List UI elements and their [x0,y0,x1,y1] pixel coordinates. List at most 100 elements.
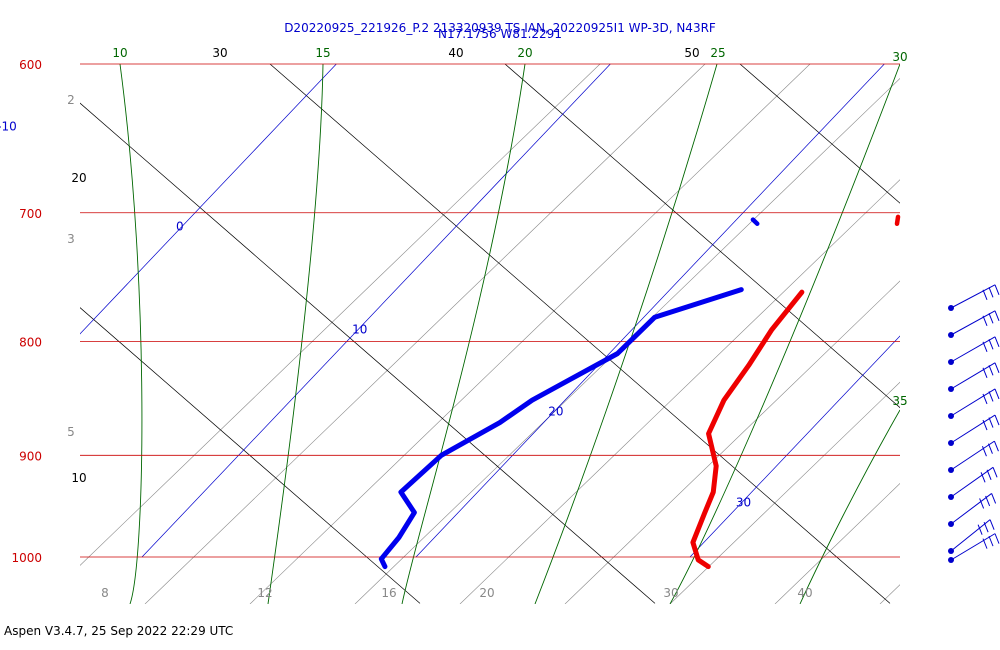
mixing-ratio-line [144,64,706,604]
dry-adiabat-line [80,307,421,604]
wind-barb-shaft [950,519,991,552]
isotherm-line [415,64,885,558]
wind-barb-feather [982,315,988,326]
mixing-ratio-label: 3 [67,232,75,246]
wind-barb-feather [982,289,988,300]
mixing-ratio-line [564,280,900,604]
mixing-ratio-label: 12 [257,586,272,600]
isotherm-line [689,335,900,558]
moist-adiabat-label: 35 [892,394,907,408]
mixing-ratio-line [879,584,900,604]
wind-barb-feather [980,472,986,483]
isobar-lines [80,63,900,558]
wind-barb-feather [993,440,999,452]
moist-adiabat-curve [119,64,143,604]
footer-text: Aspen V3.4.7, 25 Sep 2022 22:29 UTC [4,624,234,638]
wind-barb-feather [994,388,1000,400]
wind-barb-feather [982,393,988,405]
wind-barb-feather [992,467,998,478]
dry-adiabat-line [739,64,900,204]
wind-barb-feather [988,287,994,298]
wind-barb-shaft [950,336,996,363]
wind-barb-feather [982,367,988,379]
moist-adiabat-label: 25 [710,46,725,60]
wind-barb-feather [988,339,994,350]
isotherm-line [141,64,611,558]
mixing-ratio-label: 20 [479,586,494,600]
moist-adiabat-label: 30 [892,50,907,64]
wind-barb-feather [994,284,1000,295]
dry-adiabat-label: 10 [71,471,86,485]
mixing-ratio-label: 2 [67,93,75,107]
isotherm-label: 30 [736,495,751,509]
mixing-ratio-line [985,64,1000,604]
wind-barb-feather [983,521,989,533]
wind-barb-feather [982,419,988,431]
wind-barb-shaft [950,533,996,561]
chart-subtitle: N17.1756 W81.2291 [438,27,562,41]
moist-adiabat-curve [669,64,900,604]
dry-adiabat-line [504,64,900,409]
moist-adiabat-label: 10 [112,46,127,60]
moist-adiabat-curve [401,64,526,604]
wind-barb-feather [988,365,994,376]
isotherm-label: -10 [0,119,17,133]
pressure-label: 1000 [11,551,42,565]
moist-adiabat-label: 20 [517,46,532,60]
pressure-label: 800 [19,336,42,350]
pressure-label: 700 [19,207,42,221]
moist-adiabat-label: 15 [315,46,330,60]
wind-barb-feather [982,538,988,549]
mixing-ratio-label: 16 [381,586,396,600]
wind-barb-shaft [950,362,996,390]
moist-adiabat-curve [534,64,718,604]
dewpoint-profile [378,287,744,570]
moist-adiabat-lines [119,64,900,604]
mixing-ratio-line [249,64,811,604]
wind-barb-feather [994,310,1000,321]
moist-adiabat-curve [267,64,324,604]
mixing-ratio-line [774,483,900,604]
dry-adiabat-line [80,102,656,604]
dry-adiabat-line [269,64,891,604]
dry-adiabat-line [975,64,1000,603]
chart-title: D20220925_221926_P.2 213320939 TS IAN, 2… [284,21,716,35]
wind-barb-feather [988,391,994,402]
wind-barb-feather [987,443,993,454]
isotherm-label: 0 [176,219,184,233]
wind-barb-feather [982,341,988,353]
pressure-label: 900 [19,449,42,463]
wind-barb-feather [988,535,994,547]
wind-barb-feather [994,414,1000,426]
dry-adiabat-label: 30 [212,46,227,60]
mixing-ratio-line [669,381,900,604]
mixing-ratio-line [80,64,601,566]
wind-barb-feather [986,469,992,480]
wind-barb-shaft [950,388,996,417]
wind-barb-feather [981,445,987,457]
isotherm-line [0,0,230,557]
moist-adiabat-curve [799,409,900,604]
wind-barb-shaft [950,440,995,471]
wind-barb-feather [994,336,1000,348]
isotherm-label: 10 [352,323,367,337]
wind-barb-feather [994,533,1000,544]
wind-barb-feather [979,498,985,509]
pressure-label: 600 [19,58,42,72]
profile-series [378,214,901,570]
mixing-ratio-label: 5 [67,425,75,439]
wind-barb-feather [991,493,997,504]
isotherm-line [80,64,337,335]
wind-barb-feather [977,524,983,535]
dry-adiabat-lines [80,64,1000,604]
dry-adiabat-label: 50 [684,46,699,60]
wind-barb-shaft [950,414,996,444]
axis-labels: 6007008009001000-10010203030405020102358… [0,46,908,600]
skewt-chart: 6007008009001000-10010203030405020102358… [0,0,1000,604]
wind-barb-shaft [950,466,994,498]
wind-barb-feather [989,519,995,530]
wind-barb-shaft [950,284,996,309]
wind-barb-shaft [950,310,996,336]
wind-barb-feather [988,417,994,428]
isotherm-label: 20 [548,404,563,418]
